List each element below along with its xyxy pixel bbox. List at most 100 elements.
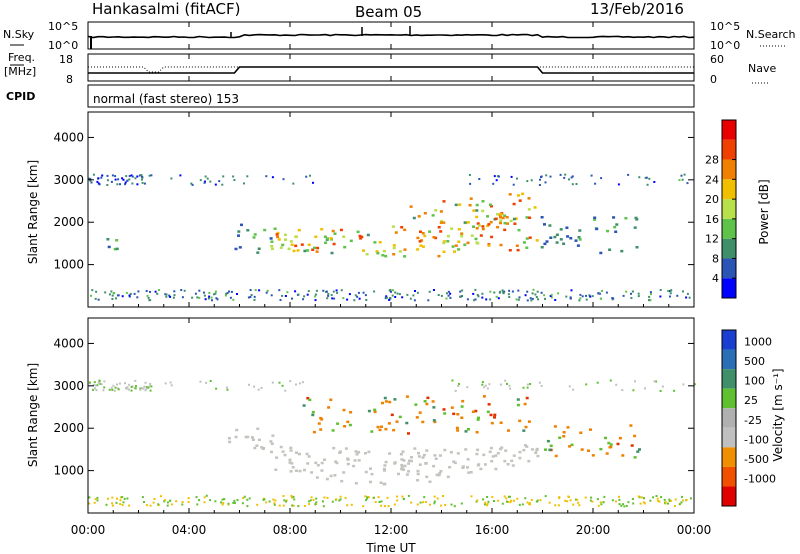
velocity-cell	[353, 459, 357, 462]
power-noise-cell	[670, 289, 673, 292]
power-noise-cell	[550, 296, 553, 299]
colorbar-segment	[722, 159, 736, 180]
power-noise-cell	[116, 294, 119, 297]
power-cell	[525, 237, 529, 240]
velocity-noise-cell	[491, 495, 494, 498]
velocity-noise-cell	[518, 503, 521, 506]
velocity-cell	[493, 416, 496, 419]
velocity-upper-cell	[226, 388, 229, 391]
velocity-cell	[235, 428, 239, 432]
velocity-cell	[288, 458, 292, 462]
velocity-noise-cell	[602, 501, 605, 504]
power-cell	[290, 243, 294, 246]
velocity-noise-cell	[308, 503, 311, 506]
velocity-noise-cell	[290, 494, 293, 497]
velocity-cell	[305, 452, 309, 456]
power-cell	[533, 206, 537, 209]
velocity-noise-cell	[401, 495, 404, 498]
velocity-cell	[228, 440, 232, 444]
velocity-noise-cell	[482, 498, 484, 501]
power-cell	[381, 254, 385, 257]
power-noise-cell	[90, 294, 92, 297]
velocity-noise-cell	[505, 500, 508, 503]
velocity-cell	[357, 459, 361, 462]
power-cell	[442, 221, 446, 224]
power-cell	[535, 239, 539, 242]
power-upper-cell	[590, 174, 593, 177]
velocity-upper-cell	[451, 379, 454, 382]
velocity-upper-cell	[94, 387, 96, 390]
power-noise-cell	[325, 290, 328, 293]
velocity-noise-cell	[221, 498, 224, 501]
colorbar-segment	[722, 388, 736, 409]
velocity-cell	[334, 460, 338, 463]
power-ylabel: Slant Range [km]	[26, 160, 40, 264]
velocity-upper-cell	[301, 381, 304, 384]
velocity-noise-cell	[513, 499, 515, 502]
velocity-upper-cell	[108, 388, 111, 391]
power-noise-cell	[526, 290, 529, 293]
velocity-noise-cell	[396, 495, 398, 498]
power-cell	[487, 244, 491, 247]
velocity-cell	[335, 461, 339, 465]
power-noise-cell	[173, 294, 176, 297]
power-upper-cell	[126, 179, 129, 182]
power-cell	[375, 250, 379, 253]
power-noise-cell	[581, 295, 584, 298]
velocity-cell	[336, 422, 340, 425]
velocity-noise-cell	[572, 503, 575, 506]
velocity-cell	[609, 443, 613, 446]
power-noise-cell	[394, 296, 397, 298]
power-cell	[306, 249, 310, 252]
power-noise-cell	[622, 294, 625, 297]
velocity-noise-cell	[524, 497, 527, 500]
velocity-noise-cell	[94, 498, 97, 501]
power-upper-cell	[101, 174, 104, 177]
power-upper-cell	[121, 177, 124, 180]
power-noise-cell	[605, 291, 608, 294]
power-noise-cell	[412, 294, 415, 297]
velocity-cell	[402, 459, 406, 462]
velocity-cell	[405, 473, 409, 476]
power-cell	[508, 193, 512, 196]
power-noise-cell	[497, 297, 500, 300]
velocity-noise-cell	[203, 496, 206, 499]
velocity-noise-cell	[530, 499, 533, 501]
velocity-cell	[461, 399, 465, 403]
velocity-noise-cell	[364, 495, 367, 498]
velocity-noise-cell	[521, 503, 524, 506]
velocity-cell	[367, 409, 371, 413]
velocity-cell	[516, 398, 520, 401]
power-cell	[257, 247, 261, 250]
power-cell	[349, 239, 353, 243]
power-noise-cell	[356, 295, 359, 298]
power-cell	[403, 228, 407, 232]
velocity-cell	[475, 452, 479, 456]
velocity-cell	[306, 462, 310, 465]
power-cell	[281, 243, 285, 247]
power-noise-cell	[286, 291, 289, 294]
power-noise-cell	[294, 290, 297, 293]
velocity-noise-cell	[366, 496, 369, 499]
velocity-noise-cell	[503, 495, 506, 498]
velocity-noise-cell	[292, 504, 295, 507]
power-noise-cell	[447, 294, 450, 297]
power-upper-cell	[209, 180, 212, 183]
velocity-noise-cell	[246, 498, 249, 501]
velocity-cell	[283, 453, 287, 457]
velocity-noise-cell	[539, 499, 542, 502]
velocity-noise-cell	[599, 501, 602, 504]
velocity-colorbar: 1000 500 100 25 -25 -100 -500 -1000	[721, 329, 776, 507]
velocity-cell	[466, 466, 469, 469]
power-cell	[463, 221, 467, 224]
power-noise-cell	[331, 297, 334, 300]
power-upper-cell	[97, 182, 100, 185]
power-cell	[373, 241, 377, 244]
power-cell	[238, 246, 242, 249]
velocity-noise-cell	[652, 496, 655, 499]
power-upper-cell	[627, 173, 630, 176]
velocity-noise-cell	[640, 496, 643, 499]
power-noise-cell	[585, 294, 587, 297]
power-cell	[329, 237, 333, 240]
power-cell	[457, 240, 461, 243]
